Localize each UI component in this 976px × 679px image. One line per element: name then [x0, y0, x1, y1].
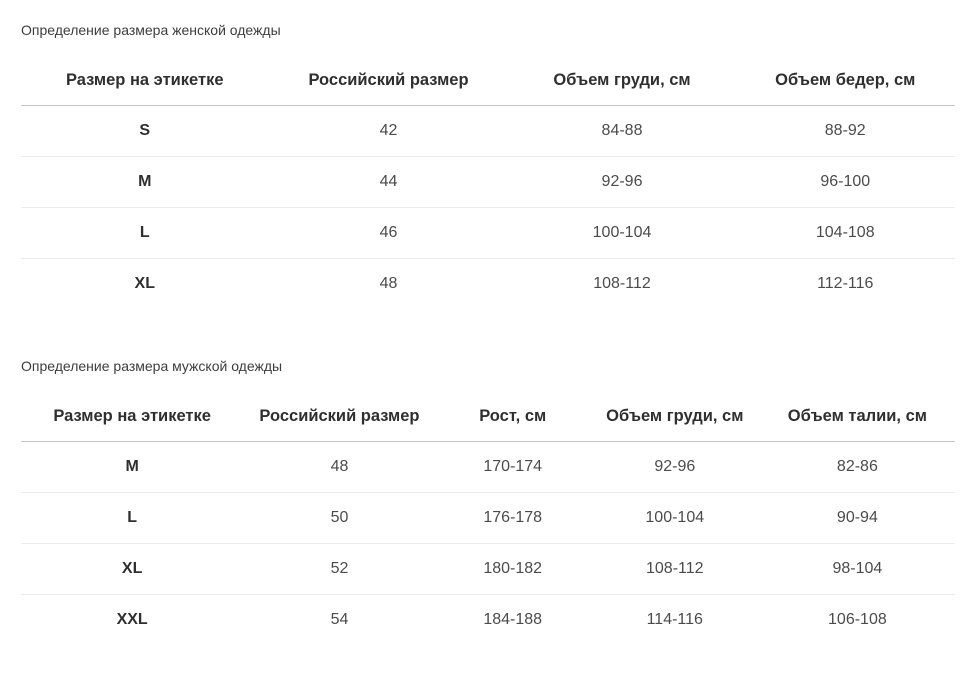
- size-label-cell: M: [125, 458, 139, 475]
- column-header-hips: Объем бедер, см: [735, 55, 955, 106]
- table-row: L 50 176-178 100-104 90-94: [21, 492, 955, 544]
- table-cell: 90-94: [759, 492, 955, 544]
- men-size-section: Определение размера мужской одежды Разме…: [21, 358, 955, 645]
- table-cell: 170-174: [483, 458, 543, 475]
- table-cell: 100-104: [508, 207, 736, 259]
- column-header-russian-size: Российский размер: [268, 55, 509, 106]
- table-row: XL 48 108-112 112-116: [21, 258, 955, 309]
- women-size-section: Определение размера женской одежды Разме…: [21, 22, 955, 309]
- table-cell: 42: [379, 122, 398, 139]
- column-header-label-size: Размер на этикетке: [21, 391, 244, 442]
- table-cell: 44: [268, 156, 509, 208]
- men-size-table: Размер на этикетке Российский размер Рос…: [21, 391, 955, 645]
- men-table-header-row: Размер на этикетке Российский размер Рос…: [21, 391, 955, 442]
- table-cell: 46: [268, 207, 509, 259]
- table-cell: 54: [243, 594, 436, 645]
- table-cell: 106-108: [759, 594, 955, 645]
- table-cell: 108-112: [589, 543, 760, 595]
- table-cell: 184-188: [435, 594, 590, 645]
- table-row: M 44 92-96 96-100: [21, 156, 955, 208]
- table-row: XL 52 180-182 108-112 98-104: [21, 543, 955, 595]
- table-cell: 180-182: [435, 543, 590, 595]
- table-row: L 46 100-104 104-108: [21, 207, 955, 259]
- size-guide-page: Определение размера женской одежды Разме…: [21, 22, 955, 645]
- table-cell: 108-112: [508, 258, 736, 309]
- size-label-cell: L: [21, 207, 269, 259]
- table-cell: 92-96: [508, 156, 736, 208]
- table-cell: 52: [243, 543, 436, 595]
- table-cell: 104-108: [735, 207, 955, 259]
- table-cell: 92-96: [654, 458, 696, 475]
- women-table-title: Определение размера женской одежды: [21, 22, 281, 38]
- table-cell: 98-104: [759, 543, 955, 595]
- women-table-header-row: Размер на этикетке Российский размер Объ…: [21, 55, 955, 106]
- size-label-cell: S: [139, 122, 151, 139]
- table-cell: 88-92: [824, 122, 866, 139]
- table-cell: 84-88: [601, 122, 643, 139]
- table-cell: 100-104: [589, 492, 760, 544]
- women-size-table: Размер на этикетке Российский размер Объ…: [21, 55, 955, 309]
- table-row: XXL 54 184-188 114-116 106-108: [21, 594, 955, 645]
- size-label-cell: XL: [21, 543, 244, 595]
- table-row: M 48 170-174 92-96 82-86: [21, 442, 955, 493]
- men-table-title: Определение размера мужской одежды: [21, 358, 283, 374]
- column-header-chest: Объем груди, см: [589, 391, 760, 442]
- table-cell: 96-100: [735, 156, 955, 208]
- table-row: S 42 84-88 88-92: [21, 106, 955, 157]
- table-cell: 114-116: [589, 594, 760, 645]
- table-cell: 112-116: [735, 258, 955, 309]
- column-header-chest: Объем груди, см: [508, 55, 736, 106]
- column-header-label-size: Размер на этикетке: [21, 55, 269, 106]
- table-cell: 176-178: [435, 492, 590, 544]
- table-cell: 50: [243, 492, 436, 544]
- size-label-cell: XXL: [21, 594, 244, 645]
- column-header-height: Рост, см: [435, 391, 590, 442]
- column-header-russian-size: Российский размер: [243, 391, 436, 442]
- size-label-cell: XL: [21, 258, 269, 309]
- table-cell: 48: [268, 258, 509, 309]
- size-label-cell: M: [21, 156, 269, 208]
- size-label-cell: L: [21, 492, 244, 544]
- table-cell: 48: [330, 458, 349, 475]
- column-header-waist: Объем талии, см: [759, 391, 955, 442]
- table-cell: 82-86: [836, 458, 878, 475]
